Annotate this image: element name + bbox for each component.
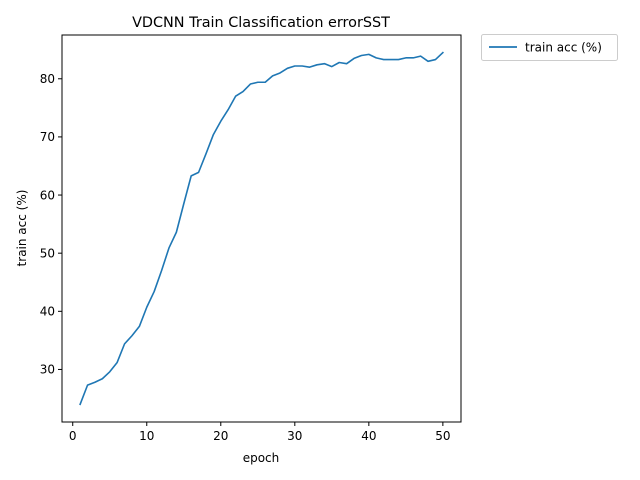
chart-title: VDCNN Train Classification errorSST <box>132 15 390 31</box>
x-tick-label: 0 <box>69 429 77 443</box>
y-tick-label: 70 <box>40 130 55 144</box>
y-tick-label: 40 <box>40 305 55 319</box>
y-tick-label: 80 <box>40 72 55 86</box>
y-axis-label: train acc (%) <box>15 190 29 267</box>
x-axis-label: epoch <box>243 451 280 465</box>
plot-lines <box>79 51 444 406</box>
y-axis-ticks: 30 40 50 60 70 80 <box>40 72 62 377</box>
y-tick-label: 30 <box>40 363 55 377</box>
x-tick-label: 40 <box>361 429 376 443</box>
x-axis-ticks: 0 10 20 30 40 50 <box>69 422 451 443</box>
x-tick-label: 30 <box>287 429 302 443</box>
y-tick-label: 60 <box>40 188 55 202</box>
legend-label: train acc (%) <box>525 41 602 55</box>
y-tick-label: 50 <box>40 246 55 260</box>
legend: train acc (%) <box>481 34 618 61</box>
x-tick-label: 20 <box>213 429 228 443</box>
series-line-0 <box>79 51 444 406</box>
plot-frame <box>61 34 462 423</box>
legend-frame <box>481 34 618 61</box>
x-tick-label: 50 <box>435 429 450 443</box>
x-tick-label: 10 <box>139 429 154 443</box>
